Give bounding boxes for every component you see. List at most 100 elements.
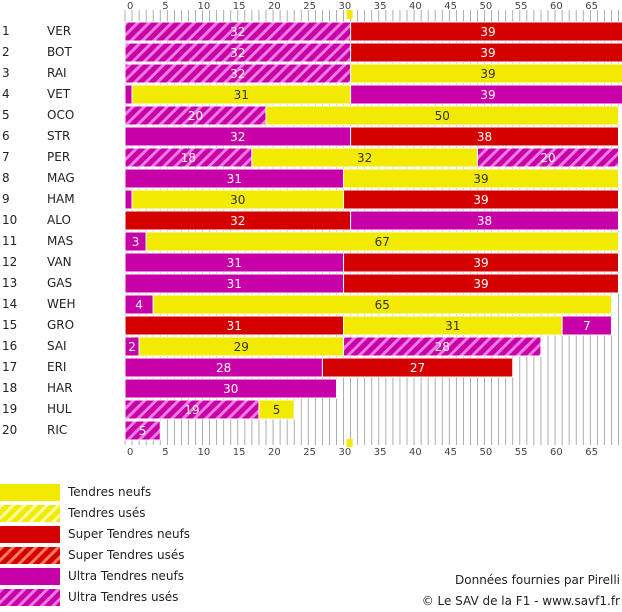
legend-item-super-tendres-uses: Super Tendres usés (0, 547, 240, 564)
stint-label: 32 (230, 67, 245, 81)
driver-position: 5 (2, 108, 10, 122)
driver-row: 11 MAS 3 67 (2, 231, 619, 252)
data-source: Données fournies par Pirelli (455, 573, 620, 587)
stint-bar-tendres-new (265, 105, 619, 126)
legend-swatch (0, 589, 60, 606)
driver-position: 13 (2, 276, 17, 290)
stint-label: 39 (480, 25, 495, 39)
stint-bar-super-tendres-new (350, 126, 619, 147)
driver-position: 2 (2, 45, 10, 59)
legend-label: Tendres usés (68, 506, 146, 520)
stint-bar-super-tendres-new (343, 189, 619, 210)
stint-bar-tendres-new (343, 168, 619, 189)
driver-name: VER (47, 24, 71, 38)
stint-label: 32 (230, 25, 245, 39)
stint-label: 3 (132, 235, 140, 249)
legend-item-super-tendres-neufs: Super Tendres neufs (0, 526, 240, 543)
stint-label: 67 (375, 235, 390, 249)
legend-item-ultra-tendres-neufs: Ultra Tendres neufs (0, 568, 240, 585)
stint-bar-super-tendres-new (343, 273, 619, 294)
stint-label: 7 (583, 319, 591, 333)
driver-position: 10 (2, 213, 17, 227)
driver-row: 13 GAS 31 39 (2, 273, 619, 294)
stint-bar-super-tendres-new (343, 252, 619, 273)
driver-name: BOT (47, 45, 72, 59)
stint-bar-tendres-new (152, 294, 612, 315)
driver-position: 1 (2, 24, 10, 38)
driver-row: 12 VAN 31 39 (2, 252, 619, 273)
x-tick-label-top: 20 (268, 1, 281, 12)
stint-label: 31 (445, 319, 460, 333)
driver-name: PER (47, 150, 70, 164)
stint-label: 4 (135, 298, 143, 312)
driver-name: VET (47, 87, 71, 101)
stint-label: 31 (227, 277, 242, 291)
x-tick-label-top: 15 (233, 1, 246, 12)
stint-label: 38 (477, 214, 492, 228)
driver-position: 12 (2, 255, 17, 269)
driver-row: 5 OCO 20 50 (2, 105, 619, 126)
driver-name: ERI (47, 360, 66, 374)
tyre-strategy-chart: 1 VER 32 392 BOT 32 393 RAI 32 394 VET 31 395 OCO 20 50… (2, 1, 622, 458)
driver-row: 7 PER 18 32 20 (2, 147, 619, 168)
driver-position: 15 (2, 318, 17, 332)
driver-row: 15 GRO 31 31 7 (2, 315, 612, 336)
x-tick-label-top: 50 (480, 1, 493, 12)
stint-bar-ultra-tendres-used (477, 147, 619, 168)
driver-name: HAR (47, 381, 73, 395)
driver-name: STR (47, 129, 70, 143)
driver-position: 20 (2, 423, 17, 437)
driver-position: 19 (2, 402, 17, 416)
driver-name: VAN (47, 255, 72, 269)
x-tick-label-top: 35 (374, 1, 387, 12)
credits: Données fournies par Pirelli © Le SAV de… (422, 570, 620, 612)
driver-row: 14 WEH 4 65 (2, 294, 612, 315)
stint-bar-ultra-tendres-new (561, 315, 612, 336)
driver-position: 16 (2, 339, 17, 353)
stint-label: 18 (181, 151, 196, 165)
x-tick-label-bottom: 65 (585, 447, 598, 458)
stint-label: 32 (230, 214, 245, 228)
stint-label: 39 (473, 193, 488, 207)
legend-item-tendres-neufs: Tendres neufs (0, 484, 240, 501)
stint-bar-ultra-tendres-used (343, 336, 542, 357)
x-tick-label-bottom: 40 (409, 447, 422, 458)
stint-label: 32 (357, 151, 372, 165)
lap-axis: 0055101015152020252530303535404045455050… (127, 1, 598, 458)
x-tick-label-top: 40 (409, 1, 422, 12)
driver-position: 14 (2, 297, 17, 311)
stint-bar-ultra-tendres-new (350, 84, 622, 105)
x-tick-label-top: 10 (198, 1, 211, 12)
x-tick-label-bottom: 35 (374, 447, 387, 458)
driver-rows: 1 VER 32 392 BOT 32 393 RAI 32 394 VET 31 395 OCO 20 50… (2, 21, 622, 441)
stint-label: 39 (480, 88, 495, 102)
driver-name: MAS (47, 234, 73, 248)
driver-row: 6 STR 32 38 (2, 126, 619, 147)
x-tick-label-bottom: 45 (444, 447, 457, 458)
driver-position: 8 (2, 171, 10, 185)
x-tick-label-bottom: 5 (162, 447, 168, 458)
legend-item-ultra-tendres-uses: Ultra Tendres usés (0, 589, 240, 606)
driver-row: 20 RIC 5 (2, 420, 161, 441)
driver-name: ALO (47, 213, 71, 227)
stint-label: 28 (435, 340, 450, 354)
stint-label: 39 (480, 67, 495, 81)
stint-bar-ultra-tendres-new (350, 210, 619, 231)
driver-row: 2 BOT 32 39 (2, 42, 622, 63)
driver-name: HUL (47, 402, 72, 416)
legend-swatch (0, 568, 60, 585)
lap-marker-top (346, 10, 353, 19)
driver-row: 10 ALO 32 38 (2, 210, 619, 231)
driver-position: 4 (2, 87, 10, 101)
x-tick-label-top: 65 (585, 1, 598, 12)
x-tick-label-bottom: 25 (303, 447, 316, 458)
driver-row: 3 RAI 32 39 (2, 63, 622, 84)
stint-bar-super-tendres-new (350, 21, 622, 42)
stint-label: 39 (473, 256, 488, 270)
driver-name: RIC (47, 423, 67, 437)
driver-row: 4 VET 31 39 (2, 84, 622, 105)
stint-label: 38 (477, 130, 492, 144)
stint-bar-tendres-new (145, 231, 619, 252)
stint-label: 5 (139, 424, 147, 438)
driver-position: 11 (2, 234, 17, 248)
